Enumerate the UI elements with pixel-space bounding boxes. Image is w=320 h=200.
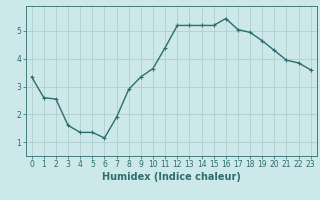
X-axis label: Humidex (Indice chaleur): Humidex (Indice chaleur)	[102, 172, 241, 182]
